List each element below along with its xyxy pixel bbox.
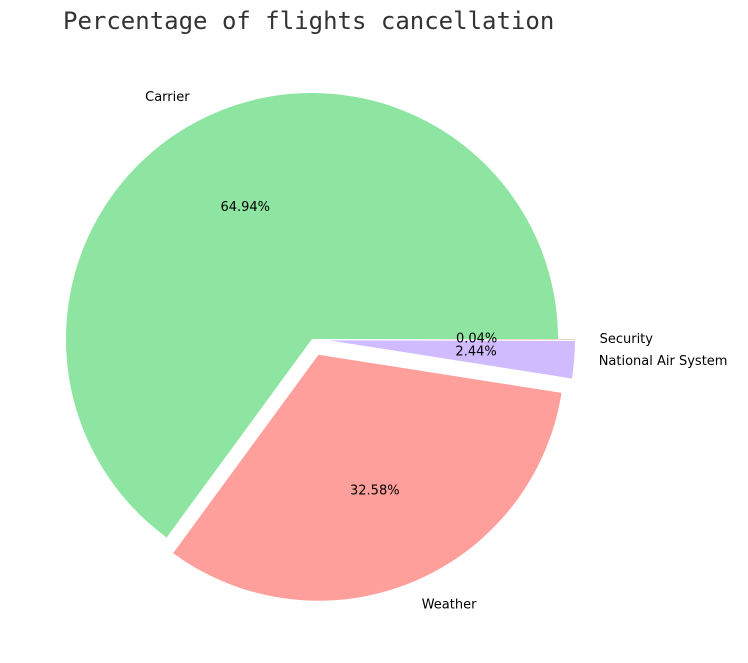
pie-slices — [65, 92, 575, 601]
slice-label-weather: Weather — [422, 597, 477, 612]
pct-label-security: 0.04% — [456, 332, 497, 347]
pie-slice-national-air-system — [328, 340, 575, 379]
slice-label-national-air-system: National Air System — [599, 354, 728, 369]
chart-title: Percentage of flights cancellation — [63, 7, 554, 35]
slice-label-carrier: Carrier — [145, 90, 190, 105]
pct-label-weather: 32.58% — [350, 484, 400, 499]
pie-slice-carrier — [65, 92, 559, 538]
pct-label-national-air-system: 2.44% — [455, 345, 496, 360]
slice-label-security: Security — [600, 332, 654, 347]
pie-slice-weather — [173, 354, 562, 601]
pie-labels: Carrier 64.94% Weather 32.58% National Air S… — [145, 90, 727, 612]
pct-label-carrier: 64.94% — [220, 200, 270, 215]
pie-slice-security — [329, 339, 575, 340]
